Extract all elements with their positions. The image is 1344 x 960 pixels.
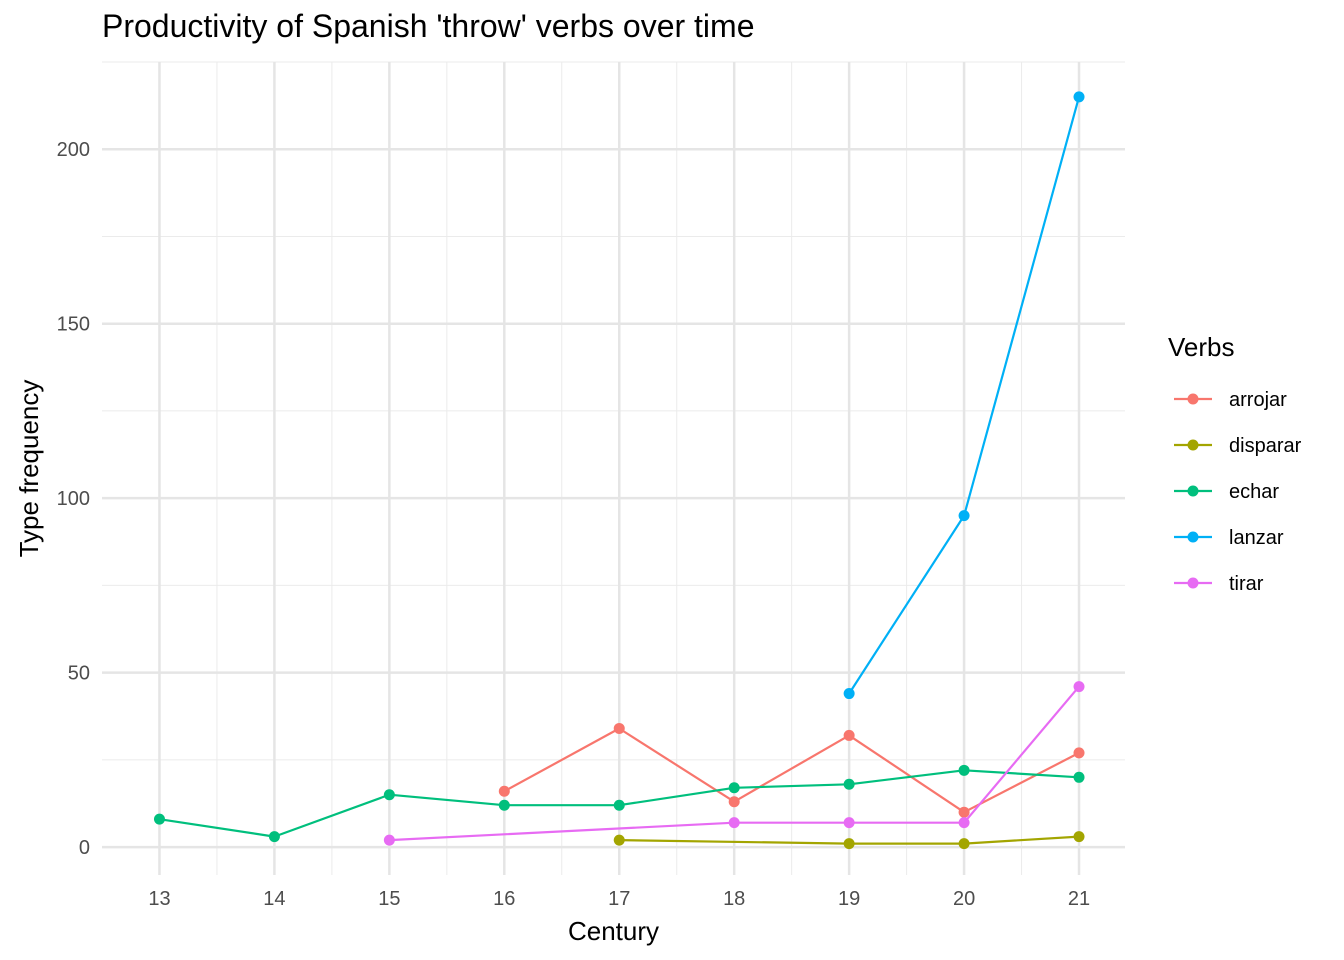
legend-label: echar (1229, 481, 1279, 503)
y-tick-label: 50 (68, 663, 90, 685)
legend-label: disparar (1229, 435, 1302, 457)
y-tick-label: 200 (57, 139, 90, 161)
data-point-tirar (843, 817, 855, 829)
data-point-lanzar (843, 688, 855, 700)
legend-item-disparar: disparar (1174, 435, 1302, 457)
data-point-echar (728, 782, 740, 794)
data-point-echar (498, 799, 510, 811)
data-point-echar (1073, 771, 1085, 783)
legend: Verbs arrojar disparar echar lanzar tirar (1168, 332, 1302, 595)
x-tick-label: 13 (148, 888, 170, 910)
data-point-tirar (958, 817, 970, 829)
x-tick-label: 19 (838, 888, 860, 910)
data-point-echar (383, 789, 395, 801)
legend-key-point (1187, 577, 1199, 589)
y-tick-label: 0 (79, 837, 90, 859)
data-point-disparar (843, 838, 855, 850)
data-point-disparar (613, 834, 625, 846)
data-point-disparar (958, 838, 970, 850)
minor-gridlines (102, 61, 1125, 875)
data-point-echar (843, 778, 855, 790)
data-point-tirar (728, 817, 740, 829)
y-axis-ticks: 0 50 100 150 200 (57, 139, 90, 859)
legend-key-point (1187, 393, 1199, 405)
data-point-echar (268, 831, 280, 843)
legend-title: Verbs (1168, 332, 1235, 362)
series-line-arrojar (503, 727, 1080, 814)
chart-title: Productivity of Spanish 'throw' verbs ov… (102, 8, 755, 44)
data-point-tirar (383, 834, 395, 846)
y-axis-title: Type frequency (14, 380, 44, 558)
major-gridlines (102, 62, 1125, 875)
y-tick-label: 150 (57, 314, 90, 336)
data-point-echar (613, 799, 625, 811)
data-point-echar (958, 764, 970, 776)
series-line-disparar (619, 835, 1080, 845)
x-tick-label: 15 (378, 888, 400, 910)
data-point-tirar (1073, 681, 1085, 693)
x-tick-label: 20 (953, 888, 975, 910)
legend-key-point (1187, 531, 1199, 543)
data-point-disparar (1073, 831, 1085, 843)
data-point-arrojar (843, 729, 855, 741)
data-point-arrojar (958, 806, 970, 818)
y-tick-label: 100 (57, 488, 90, 510)
series-disparar (613, 831, 1085, 850)
data-point-arrojar (613, 722, 625, 734)
data-point-arrojar (1073, 747, 1085, 759)
legend-label: lanzar (1229, 527, 1284, 549)
legend-item-arrojar: arrojar (1174, 389, 1287, 411)
series-echar (153, 764, 1085, 843)
series-lanzar (843, 91, 1085, 700)
series-tirar (383, 681, 1085, 846)
data-point-arrojar (498, 785, 510, 797)
x-tick-label: 17 (608, 888, 630, 910)
legend-item-tirar: tirar (1174, 573, 1264, 595)
x-tick-label: 21 (1068, 888, 1090, 910)
data-point-lanzar (1073, 91, 1085, 103)
legend-label: tirar (1229, 573, 1264, 595)
x-axis-title: Century (568, 916, 659, 946)
legend-label: arrojar (1229, 389, 1287, 411)
x-axis-ticks: 13 14 15 16 17 18 19 20 21 (148, 888, 1090, 910)
legend-key-point (1187, 439, 1199, 451)
legend-item-lanzar: lanzar (1174, 527, 1284, 549)
series-layer (153, 91, 1085, 850)
x-tick-label: 16 (493, 888, 515, 910)
data-point-lanzar (958, 510, 970, 522)
legend-key-point (1187, 485, 1199, 497)
data-point-echar (153, 813, 165, 825)
x-tick-label: 14 (263, 888, 285, 910)
legend-item-echar: echar (1174, 481, 1279, 503)
x-tick-label: 18 (723, 888, 745, 910)
data-point-arrojar (728, 796, 740, 808)
series-arrojar (498, 722, 1085, 818)
